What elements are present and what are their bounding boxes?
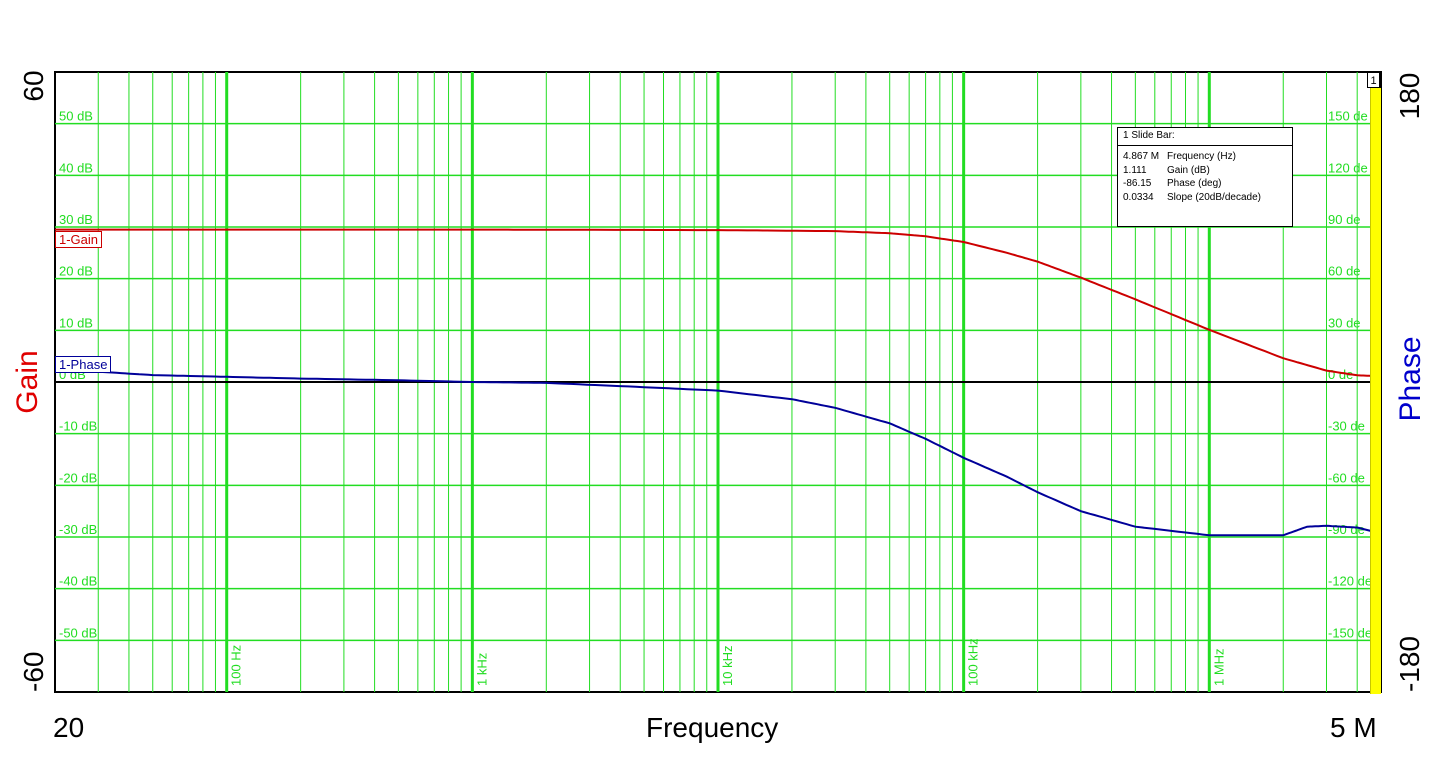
right-axis-min: -180 — [1394, 635, 1425, 693]
series-line-gain — [55, 228, 1382, 378]
tick-label-left: 30 dB — [59, 212, 93, 227]
tick-label-right: -60 de — [1328, 470, 1365, 485]
left-axis-title: Gain — [11, 350, 44, 414]
tick-label-x: 1 MHz — [1211, 648, 1226, 686]
readout-title: 1 Slide Bar: — [1118, 128, 1292, 146]
legend-phase: 1-Phase — [55, 356, 112, 373]
tick-label-x: 100 kHz — [966, 638, 981, 686]
slide-bar-number[interactable]: 1 — [1367, 72, 1380, 88]
readout-value: 1.111 — [1123, 164, 1147, 176]
tick-label-left: 20 dB — [59, 264, 93, 279]
x-axis-title: Frequency — [646, 712, 779, 743]
tick-label-left: -10 dB — [59, 419, 97, 434]
readout-label: Phase (deg) — [1167, 178, 1222, 189]
tick-label-left: -20 dB — [59, 470, 97, 485]
left-axis-max: 60 — [18, 70, 49, 102]
readout-row: 0.0334 Slope (20dB/decade) — [1118, 191, 1292, 205]
tick-label-left: -50 dB — [59, 625, 97, 640]
tick-label-left: -30 dB — [59, 522, 97, 537]
readout-value: -86.15 — [1123, 178, 1152, 189]
x-axis-max: 5 M — [1330, 712, 1377, 743]
tick-label-right: 0 de — [1328, 367, 1353, 382]
tick-label-right: 60 de — [1328, 264, 1361, 279]
tick-label-right: -120 de — [1328, 574, 1372, 589]
tick-label-left: 50 dB — [59, 109, 93, 124]
tick-label-right: 30 de — [1328, 315, 1361, 330]
tick-label-x: 10 kHz — [720, 646, 735, 686]
tick-label-left: 10 dB — [59, 315, 93, 330]
readout-label: Frequency (Hz) — [1167, 151, 1236, 162]
left-axis-min: -60 — [18, 651, 49, 692]
tick-label-right: -90 de — [1328, 522, 1365, 537]
tick-label-right: 150 de — [1328, 109, 1368, 124]
readout-row: 1.111 Gain (dB) — [1118, 164, 1292, 178]
tick-label-left: 40 dB — [59, 160, 93, 175]
readout-label: Gain (dB) — [1167, 164, 1210, 176]
tick-label-x: 100 Hz — [229, 645, 244, 686]
right-tick-labels: 150 de 120 de 90 de 60 de 30 de 0 de -30 de -60… — [1328, 109, 1372, 641]
tick-label-right: 90 de — [1328, 212, 1361, 227]
tick-label-x: 1 kHz — [474, 653, 489, 686]
tick-label-right: -150 de — [1328, 625, 1372, 640]
right-axis-title: Phase — [1394, 336, 1427, 422]
readout-label: Slope (20dB/decade) — [1167, 191, 1261, 203]
readout-value: 4.867 M — [1123, 151, 1160, 162]
readout-row: 4.867 M Frequency (Hz) — [1118, 150, 1292, 164]
horizontal-gridlines — [55, 122, 1381, 642]
tick-label-right: 120 de — [1328, 160, 1368, 175]
tick-label-left: -40 dB — [59, 574, 97, 589]
legend-gain: 1-Gain — [55, 231, 103, 248]
tick-label-right: -30 de — [1328, 419, 1365, 434]
readout-value: 0.0334 — [1123, 191, 1154, 203]
decade-tick-labels: 100 Hz 1 kHz 10 kHz 100 kHz 1 MHz — [229, 638, 1227, 686]
slide-bar-readout: 1 Slide Bar: 4.867 M Frequency (Hz) 1.111… — [1117, 127, 1293, 227]
readout-row: -86.15 Phase (deg) — [1118, 177, 1292, 191]
slide-bar[interactable] — [1370, 88, 1381, 694]
right-axis-max: 180 — [1394, 72, 1425, 120]
series-line-phase — [54, 367, 1382, 537]
x-axis-min: 20 — [53, 712, 85, 743]
